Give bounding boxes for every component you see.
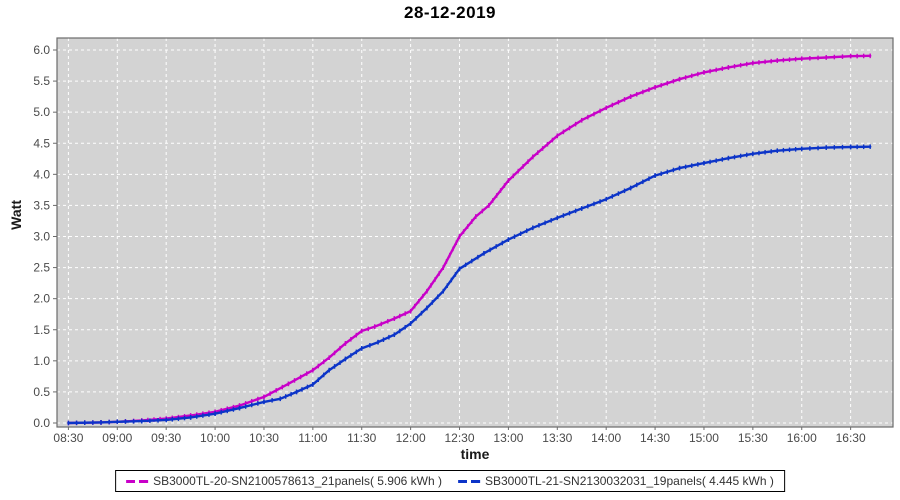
x-tick-label: 10:30 xyxy=(249,431,279,445)
x-tick-label: 08:30 xyxy=(53,431,83,445)
x-tick-label: 12:30 xyxy=(445,431,475,445)
legend-label-series1: SB3000TL-20-SN2100578613_21panels( 5.906… xyxy=(153,474,442,488)
x-tick-label: 13:00 xyxy=(493,431,523,445)
x-axis-label: time xyxy=(460,446,490,462)
chart-plot-area: 08:30 09:00 09:30 10:00 10:30 11:00 11:30 12:00… xyxy=(33,37,894,445)
y-tick-label: 3.5 xyxy=(33,198,50,212)
legend: SB3000TL-20-SN2100578613_21panels( 5.906… xyxy=(115,470,785,492)
y-tick-label: 0.0 xyxy=(33,416,50,430)
y-tick-label: 3.0 xyxy=(33,230,50,244)
legend-entry-series2: SB3000TL-21-SN2130032031_19panels( 4.445… xyxy=(458,474,774,488)
y-tick-label: 2.0 xyxy=(33,292,50,306)
y-tick-label: 4.5 xyxy=(33,136,50,150)
x-tick-label: 09:30 xyxy=(151,431,181,445)
legend-entry-series1: SB3000TL-20-SN2100578613_21panels( 5.906… xyxy=(126,474,442,488)
plot-border xyxy=(56,37,894,428)
y-tick-label: 5.5 xyxy=(33,74,50,88)
x-tick-label: 13:30 xyxy=(542,431,572,445)
y-tick-label: 2.5 xyxy=(33,261,50,275)
x-tick-label: 11:30 xyxy=(347,431,376,445)
y-tick-label: 4.0 xyxy=(33,167,50,181)
x-tick-label: 15:30 xyxy=(738,431,768,445)
x-tick-label: 12:00 xyxy=(396,431,426,445)
x-tick-label: 15:00 xyxy=(689,431,719,445)
x-tick-label: 16:30 xyxy=(836,431,866,445)
legend-label-series2: SB3000TL-21-SN2130032031_19panels( 4.445… xyxy=(485,474,774,488)
plot-background xyxy=(57,38,893,427)
y-tick-label: 0.5 xyxy=(33,385,50,399)
y-axis-label: Watt xyxy=(8,200,24,230)
y-tick-label: 1.5 xyxy=(33,323,50,337)
x-tick-label: 14:00 xyxy=(591,431,621,445)
x-tick-label: 14:30 xyxy=(640,431,670,445)
series1-line-swatch-icon xyxy=(126,479,149,483)
x-tick-label: 10:00 xyxy=(200,431,230,445)
y-tick-label: 6.0 xyxy=(33,43,50,57)
chart-title: 28-12-2019 xyxy=(404,3,496,22)
x-tick-label: 11:00 xyxy=(298,431,327,445)
x-tick-label: 16:00 xyxy=(787,431,817,445)
y-tick-label: 1.0 xyxy=(33,354,50,368)
y-tick-label: 5.0 xyxy=(33,105,50,119)
x-tick-label: 09:00 xyxy=(102,431,132,445)
series2-line-swatch-icon xyxy=(458,479,480,483)
